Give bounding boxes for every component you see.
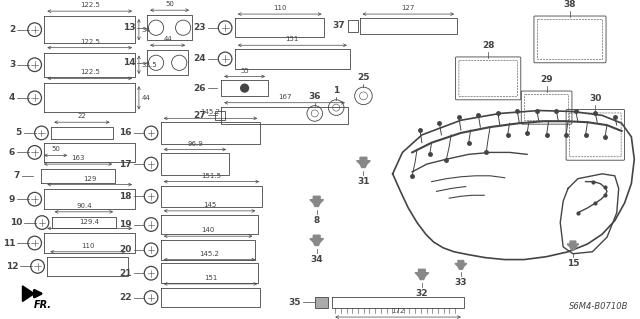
Text: 5: 5 — [16, 129, 22, 137]
Text: 36: 36 — [308, 92, 321, 101]
Text: 11: 11 — [3, 239, 15, 248]
Text: 110: 110 — [273, 5, 287, 11]
Text: 129: 129 — [83, 176, 97, 182]
Text: 163: 163 — [71, 155, 84, 161]
Bar — [216, 110, 225, 120]
Text: 26: 26 — [193, 84, 205, 93]
Text: 122.5: 122.5 — [80, 39, 100, 45]
Text: 27: 27 — [193, 111, 205, 120]
Text: 10: 10 — [10, 218, 22, 227]
Text: 25: 25 — [357, 73, 370, 82]
Text: 151: 151 — [204, 275, 217, 281]
Polygon shape — [455, 261, 467, 269]
Polygon shape — [22, 286, 34, 301]
Text: 22: 22 — [119, 293, 132, 302]
Text: 122.5: 122.5 — [80, 70, 100, 76]
Text: 90.4: 90.4 — [76, 203, 92, 209]
Text: 30: 30 — [589, 94, 602, 103]
Text: 44: 44 — [142, 95, 150, 101]
Text: 140: 140 — [202, 227, 215, 233]
Text: 129.4: 129.4 — [80, 219, 100, 226]
Text: 96.9: 96.9 — [187, 141, 203, 146]
Text: 14: 14 — [123, 58, 136, 67]
Text: 34: 34 — [142, 27, 150, 33]
Polygon shape — [567, 241, 579, 250]
Text: 7: 7 — [13, 171, 20, 180]
Text: 33.5: 33.5 — [142, 62, 157, 68]
Text: 17: 17 — [119, 160, 132, 169]
Text: 172: 172 — [391, 308, 404, 314]
Text: 6: 6 — [9, 148, 15, 157]
Text: 29: 29 — [540, 75, 553, 84]
Text: 1: 1 — [333, 86, 339, 95]
Text: 31: 31 — [357, 177, 370, 186]
Text: 145.2: 145.2 — [200, 109, 220, 115]
Text: 3: 3 — [9, 60, 15, 69]
Text: FR.: FR. — [34, 300, 52, 310]
Text: 127: 127 — [401, 5, 415, 11]
Text: 15: 15 — [566, 259, 579, 268]
Text: 33: 33 — [454, 278, 467, 287]
Text: 24: 24 — [193, 54, 205, 63]
Text: 151: 151 — [285, 36, 299, 42]
Text: 21: 21 — [119, 269, 132, 278]
Text: 35: 35 — [289, 298, 301, 307]
Polygon shape — [415, 269, 429, 279]
Text: 16: 16 — [119, 129, 132, 137]
Text: 110: 110 — [81, 243, 95, 249]
Polygon shape — [310, 235, 323, 245]
Text: 145: 145 — [203, 202, 216, 208]
Text: 50: 50 — [165, 1, 174, 7]
Text: 19: 19 — [119, 220, 132, 229]
Circle shape — [241, 84, 248, 92]
Text: 28: 28 — [482, 41, 495, 50]
Text: 4: 4 — [9, 93, 15, 102]
Text: 38: 38 — [564, 0, 576, 9]
Text: 22: 22 — [77, 113, 86, 119]
Bar — [348, 20, 358, 32]
Text: 50: 50 — [51, 146, 60, 152]
Text: 122.5: 122.5 — [80, 2, 100, 8]
Text: 20: 20 — [119, 245, 132, 254]
Polygon shape — [356, 157, 371, 167]
Text: 23: 23 — [193, 23, 205, 32]
Bar — [315, 297, 328, 308]
Text: 2: 2 — [9, 25, 15, 34]
Text: 12: 12 — [6, 262, 18, 271]
Text: S6M4-B0710B: S6M4-B0710B — [569, 302, 628, 311]
Text: 34: 34 — [310, 255, 323, 264]
Text: 8: 8 — [314, 216, 320, 225]
Text: 18: 18 — [119, 192, 132, 201]
Text: 167: 167 — [278, 94, 291, 100]
Polygon shape — [310, 196, 323, 206]
Text: 151.5: 151.5 — [202, 173, 221, 179]
Text: 55: 55 — [240, 68, 249, 73]
Text: 37: 37 — [332, 21, 345, 30]
Text: 32: 32 — [415, 289, 428, 298]
Text: 44: 44 — [163, 36, 172, 42]
Text: 145.2: 145.2 — [200, 251, 220, 257]
Text: 9: 9 — [9, 195, 15, 204]
Text: 13: 13 — [123, 23, 136, 32]
